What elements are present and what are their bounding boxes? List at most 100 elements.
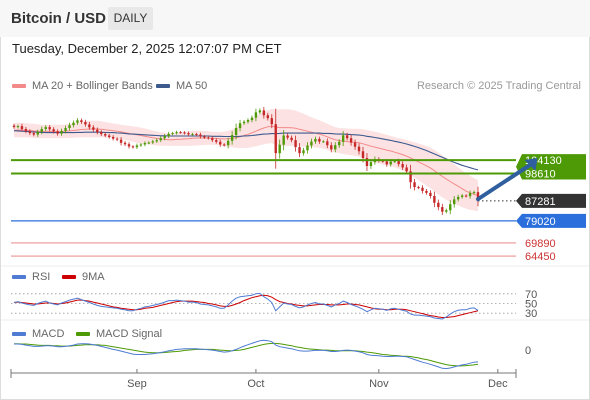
candle-body: [449, 204, 452, 211]
candle-body: [72, 122, 75, 126]
legend-ma20: MA 20 + Bollinger Bands: [12, 80, 153, 92]
candle-body: [417, 187, 420, 189]
candle-body: [76, 120, 79, 123]
candle-body: [405, 167, 408, 172]
candle-body: [199, 134, 202, 137]
candle-body: [48, 127, 51, 130]
candle-body: [298, 147, 301, 154]
candle-body: [234, 128, 238, 136]
x-axis-label: Dec: [488, 378, 508, 390]
candle-body: [207, 137, 210, 139]
candle-body: [111, 136, 115, 139]
rsi-tick-label: 70: [525, 289, 537, 301]
ma20-line: [13, 125, 479, 197]
candle-body: [167, 133, 170, 137]
candle-body: [337, 141, 341, 146]
candle-body: [107, 135, 111, 137]
candle-body: [437, 202, 440, 208]
resistance-label-2: 98610: [525, 168, 556, 180]
legend-rsi-label: RSI: [32, 271, 51, 283]
candle-body: [381, 160, 385, 162]
macd-panel: 0: [14, 339, 531, 370]
candle-body: [397, 161, 400, 165]
last-price-label: 87281: [525, 196, 556, 208]
target-label: 69890: [525, 238, 556, 250]
candle-body: [64, 128, 67, 131]
forecast-arrow-head: [524, 158, 538, 172]
candle-body: [306, 145, 309, 151]
candle-body: [163, 136, 166, 139]
candle-body: [389, 161, 392, 165]
candle-body: [270, 118, 273, 125]
candle-body: [409, 171, 412, 183]
candle-body: [147, 142, 151, 144]
candle-body: [104, 134, 107, 136]
last-price-box: [516, 193, 586, 208]
rsi-swatch: [12, 275, 26, 279]
candle-body: [179, 132, 182, 134]
legend-macd-label: MACD: [32, 328, 65, 340]
candle-body: [80, 120, 83, 123]
candle-body: [334, 145, 337, 150]
candle-body: [242, 121, 246, 124]
candle-body: [203, 136, 206, 138]
candle-body: [155, 140, 158, 142]
credit-text: Research © 2025 Trading Central: [416, 80, 581, 92]
candle-body: [36, 131, 39, 135]
candle-body: [460, 195, 464, 197]
candle-body: [282, 135, 285, 145]
timeframe-button[interactable]: DAILY: [108, 7, 153, 30]
candle-body: [464, 195, 468, 197]
candle-body: [290, 137, 293, 141]
candle-body: [445, 210, 448, 212]
candle-body: [16, 126, 20, 128]
candle-body: [159, 138, 162, 141]
candle-body: [294, 140, 297, 148]
candle-body: [20, 126, 24, 130]
candle-body: [341, 135, 345, 142]
candle-body: [238, 123, 242, 129]
x-axis: Sep Oct Nov Dec: [1, 265, 589, 390]
ma50-line: [13, 130, 479, 171]
candle-body: [68, 125, 71, 129]
macd-line: [14, 339, 479, 370]
candle-body: [96, 129, 99, 133]
candle-body: [151, 141, 155, 143]
candle-body: [425, 190, 428, 193]
candle-body: [322, 141, 325, 143]
candle-body: [230, 135, 234, 141]
candle-body: [345, 135, 349, 139]
legend-rsi: RSI: [12, 271, 50, 283]
candle-body: [123, 142, 127, 145]
candle-body: [258, 110, 262, 113]
candle-body: [143, 143, 147, 145]
candle-body: [385, 161, 388, 165]
candle-body: [266, 115, 270, 119]
candle-body: [135, 145, 139, 148]
legend-macd: MACD: [12, 328, 64, 340]
candle-body: [310, 141, 313, 146]
candle-body: [254, 112, 258, 118]
timestamp: Tuesday, December 2, 2025 12:07:07 PM CE…: [12, 41, 282, 56]
candle-body: [246, 120, 250, 122]
candle-body: [183, 132, 186, 134]
candle-body: [369, 162, 373, 167]
candle-body: [330, 145, 333, 150]
candle-body: [40, 129, 43, 132]
candle-body: [365, 158, 369, 167]
forecast-arrow-shaft: [476, 162, 534, 202]
candle-body: [175, 132, 178, 134]
candle-body: [92, 127, 95, 130]
candle-body: [302, 150, 305, 154]
chart-title: Bitcoin / USD: [11, 10, 107, 27]
rsi-tick-label: 30: [525, 308, 537, 320]
candle-body: [32, 133, 36, 135]
legend-ma50-label: MA 50: [176, 80, 208, 92]
macd-signal-line: [14, 342, 479, 367]
legend-macd-signal: MACD Signal: [76, 328, 162, 340]
ma20-swatch: [12, 84, 26, 88]
candle-body: [219, 141, 222, 145]
